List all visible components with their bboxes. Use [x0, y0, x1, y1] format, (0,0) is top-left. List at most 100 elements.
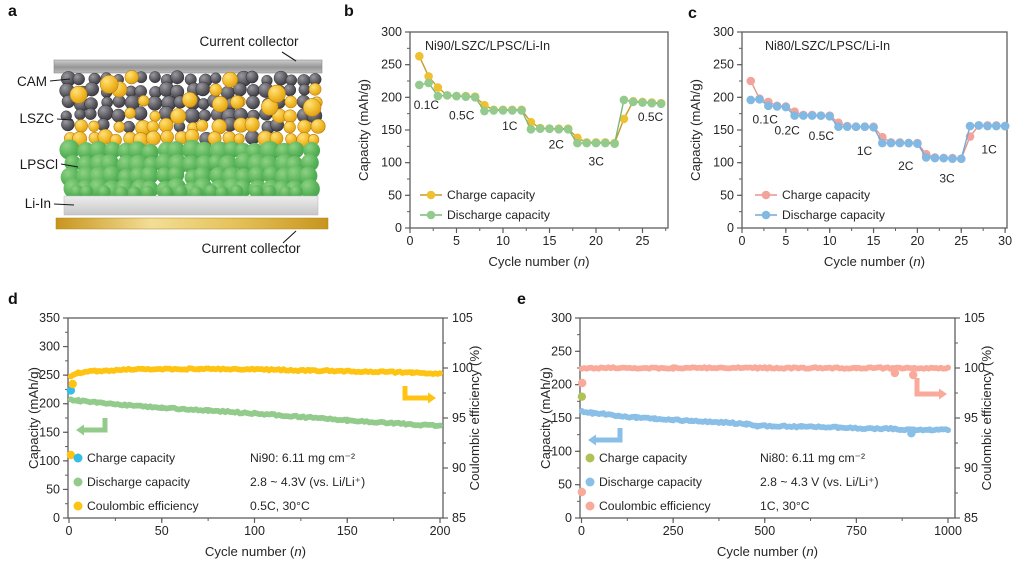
y-tick-label: 150 [39, 425, 60, 439]
condition-note: 2.8 ~ 4.3V (vs. Li/Li⁺) [250, 475, 365, 489]
x-axis-title: Cycle number (n) [717, 544, 818, 559]
li-in-layer-bar [63, 195, 319, 216]
y-tick-label: 50 [388, 188, 402, 202]
x-tick-label: 30 [998, 234, 1012, 248]
condition-note: Ni80: 6.11 mg cm⁻² [760, 451, 865, 465]
x-tick-label: 750 [846, 524, 867, 538]
y2-tick-label: 100 [964, 361, 985, 375]
y-tick-label: 350 [39, 311, 60, 325]
legend-label: Discharge capacity [782, 208, 886, 222]
cell-schematic-drawing: Current collector Current collector CAM LSZ… [17, 34, 329, 256]
right-axis-arrow [402, 386, 436, 404]
panel-b-rate-chart-ni90: 0 5 10 15 20 25 0 50 100 150 200 250 300 Ni90/LSZC/LP… [340, 0, 680, 290]
y2-axis-title: Coulombic efficiency (%) [467, 346, 482, 491]
legend-label: Charge capacity [782, 188, 871, 202]
y2-tick-label: 95 [964, 411, 978, 425]
x-tick-label: 250 [663, 524, 684, 538]
rate-label: 2C [898, 159, 914, 173]
label-lszc: LSZC [19, 111, 54, 126]
y-tick-label: 150 [713, 123, 734, 137]
panel-a-cell-schematic: Current collector Current collector CAM LSZ… [0, 0, 340, 290]
x-tick-label: 10 [496, 234, 510, 248]
left-axis-arrow [76, 418, 108, 436]
y-tick-label: 200 [713, 90, 734, 104]
x-axis-ticks [409, 228, 667, 233]
x-tick-label: 150 [337, 524, 358, 538]
panel-label-c: c [688, 5, 697, 22]
y-axis-ticks [575, 317, 580, 519]
y-axis-title: Capacity (mAh/g) [688, 79, 703, 181]
y2-tick-label: 95 [452, 411, 466, 425]
y-tick-label: 50 [720, 188, 734, 202]
x-tick-label: 15 [543, 234, 557, 248]
y-axis-ticks [405, 31, 410, 229]
plot-title: Ni80/LSZC/LPSC/Li-In [765, 39, 890, 53]
y-tick-label: 150 [381, 123, 402, 137]
y-tick-label: 100 [39, 454, 60, 468]
x-tick-label: 20 [589, 234, 603, 248]
x-tick-label: 50 [155, 524, 169, 538]
bottom-current-collector-bar [55, 217, 329, 230]
y-tick-label: 150 [551, 411, 572, 425]
y-axis-ticks [63, 317, 68, 519]
x-tick-label: 0 [407, 234, 414, 248]
rate-label: 0.1C [414, 98, 440, 112]
y2-tick-label: 105 [452, 311, 473, 325]
y-tick-label: 200 [551, 378, 572, 392]
x-tick-label: 15 [867, 234, 881, 248]
rate-label: 0.2C [774, 124, 800, 138]
x-tick-label: 25 [636, 234, 650, 248]
label-top-current-collector: Current collector [199, 34, 299, 49]
y2-tick-label: 100 [452, 361, 473, 375]
plot-title: Ni90/LSZC/LPSC/Li-In [425, 39, 550, 53]
condition-note: 1C, 30°C [760, 499, 810, 513]
legend: Charge capacity Discharge capacity Coulomb… [585, 451, 711, 513]
legend-label: Charge capacity [599, 451, 688, 465]
legend-label: Discharge capacity [599, 475, 703, 489]
x-axis-ticks [68, 518, 441, 523]
y-tick-label: 300 [381, 25, 402, 39]
chart-e: 0 250 500 750 1000 0 50 100 150 200 250 300 85 90 95 10… [538, 311, 994, 559]
x-tick-label: 25 [954, 234, 968, 248]
condition-note: Ni90: 6.11 mg cm⁻² [250, 451, 355, 465]
panel-label-e: e [517, 291, 526, 308]
cam-lszc-particle-bed [59, 70, 326, 148]
legend: Charge capacity Discharge capacity [420, 188, 551, 222]
y-tick-label: 0 [395, 221, 402, 235]
chart-b: 0 5 10 15 20 25050100150200250300Ni90/LSZC/LP… [356, 25, 669, 269]
y-axis-ticks [737, 31, 742, 229]
y-tick-label: 200 [381, 90, 402, 104]
rate-label: 1C [981, 143, 997, 157]
series-charge-capacity [66, 386, 76, 395]
rate-label: 0.5C [449, 109, 475, 123]
x-tick-label: 5 [453, 234, 460, 248]
y-axis-title: Capacity (mAh/g) [356, 79, 371, 181]
x-axis-title: Cycle number (n) [488, 254, 589, 269]
y-tick-label: 200 [39, 397, 60, 411]
condition-notes: Ni90: 6.11 mg cm⁻² 2.8 ~ 4.3V (vs. Li/Li⁺… [250, 451, 365, 513]
y-tick-label: 250 [551, 344, 572, 358]
rate-label: 0.5C [809, 129, 835, 143]
series-discharge-capacity [415, 78, 666, 149]
x-tick-label: 5 [782, 234, 789, 248]
y-tick-label: 250 [381, 58, 402, 72]
legend-label: Coulombic efficiency [599, 499, 711, 513]
rate-annotations: 0.1C0.2C 0.5C 1C 2C 3C 1C [753, 113, 998, 186]
legend-label: Discharge capacity [447, 208, 551, 222]
y-tick-label: 300 [39, 340, 60, 354]
right-axis-arrow [914, 378, 947, 400]
y2-tick-label: 85 [964, 511, 978, 525]
x-tick-label: 1000 [934, 524, 962, 538]
rate-label: 0.5C [638, 110, 664, 124]
legend-label: Charge capacity [447, 188, 536, 202]
chart-d: 0 50 100 150 200 0 50 100 150 200 250 300 350 85 90 95 1… [26, 311, 482, 559]
series-charge-capacity [746, 76, 1010, 164]
panel-label-b: b [344, 3, 354, 20]
y-tick-label: 0 [565, 511, 572, 525]
panel-d-cycling-chart-ni90: 0 50 100 150 200 0 50 100 150 200 250 300 350 85 90 95 1… [0, 290, 512, 575]
legend: Charge capacity Discharge capacity Coulomb… [73, 451, 199, 513]
series-discharge-capacity [746, 94, 1010, 164]
y-tick-label: 0 [53, 511, 60, 525]
rate-label: 0.1C [753, 113, 779, 127]
